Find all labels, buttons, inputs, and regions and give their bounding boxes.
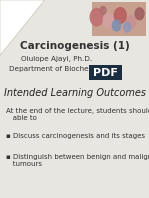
Circle shape xyxy=(126,16,136,29)
Text: PDF: PDF xyxy=(93,68,118,78)
Text: Carcinogenesis (1): Carcinogenesis (1) xyxy=(20,41,129,51)
Polygon shape xyxy=(0,0,45,55)
Text: ▪ Discuss carcinogenesis and its stages: ▪ Discuss carcinogenesis and its stages xyxy=(6,133,145,139)
FancyBboxPatch shape xyxy=(92,2,146,36)
Text: At the end of the lecture, students should be
   able to: At the end of the lecture, students shou… xyxy=(6,108,149,121)
Circle shape xyxy=(135,8,144,20)
FancyBboxPatch shape xyxy=(89,65,122,80)
Text: Department of Biochemi...: Department of Biochemi... xyxy=(9,66,104,72)
Circle shape xyxy=(114,8,126,23)
Text: Olulope Ajayi, Ph.D.: Olulope Ajayi, Ph.D. xyxy=(21,56,92,62)
Circle shape xyxy=(100,7,106,14)
Circle shape xyxy=(103,13,114,28)
Circle shape xyxy=(124,23,131,32)
Text: ▪ Distinguish between benign and malignant
   tumours: ▪ Distinguish between benign and maligna… xyxy=(6,154,149,168)
Circle shape xyxy=(112,20,121,31)
Text: Intended Learning Outcomes: Intended Learning Outcomes xyxy=(3,88,146,98)
Circle shape xyxy=(90,9,103,26)
